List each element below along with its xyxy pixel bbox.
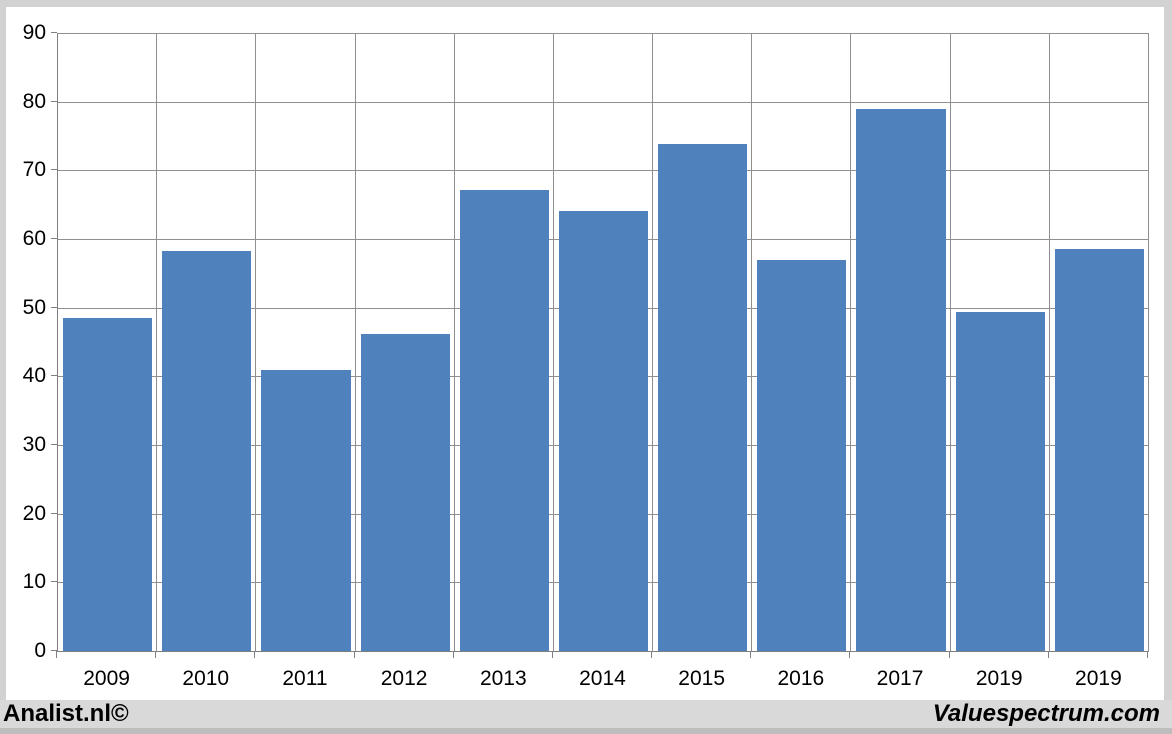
bar-2011-3 [261,370,351,651]
y-axis-label: 70 [22,158,46,182]
y-axis-label: 90 [22,21,46,44]
y-axis-label: 80 [22,89,46,113]
y-axis-tick [51,443,57,445]
y-axis-tick [51,512,57,514]
footer-bar: Analist.nl© Valuespectrum.com [0,700,1172,728]
x-axis-tick [1047,651,1049,658]
y-axis-label: 30 [22,432,46,456]
x-axis-label: 2019 [1075,667,1122,690]
x-axis-label: 2016 [777,667,825,690]
x-axis-label: 2019 [975,667,1023,690]
x-axis-tick [56,651,57,658]
y-axis-label: 0 [34,639,46,662]
x-axis-ticks [56,651,1148,658]
gridline-vertical [949,33,951,651]
x-axis-label: 2013 [479,667,527,690]
gridline-horizontal [58,33,1149,34]
y-axis-tick [51,375,57,377]
x-axis-labels: 2009 2010 2011 2012 2013 2014 2015 2016 2017 2019… [57,665,1148,693]
gridline-vertical [850,33,852,651]
gridline-vertical [652,33,654,651]
y-axis-tick [51,169,57,171]
x-axis-tick [849,651,851,658]
y-axis-label: 20 [22,501,46,525]
gridline-vertical [1148,33,1149,651]
bar-2009-1 [62,317,153,651]
x-axis-label: 2010 [182,667,230,690]
y-axis-tick [51,100,57,102]
x-axis-label: 2014 [579,667,626,690]
bar-2017-9 [856,109,946,651]
gridline-vertical [1048,33,1050,651]
x-axis-label: 2015 [678,667,726,690]
x-axis-tick [254,651,256,658]
y-axis-label: 40 [22,364,46,388]
bar-2019-11 [1054,248,1145,651]
gridline-vertical [453,33,455,651]
valuespectrum-credit: Valuespectrum.com [932,700,1160,727]
x-axis-tick [750,651,752,658]
gridline-vertical [156,33,158,651]
bar-2015-7 [658,144,748,651]
frame-bottom-edge [0,728,1172,734]
y-axis-label: 10 [22,570,46,594]
bar-2014-6 [558,210,649,651]
x-axis-label: 2009 [83,667,130,690]
y-axis-ticks [51,32,57,651]
y-axis-tick [51,581,57,583]
x-axis-tick [551,651,553,658]
x-axis-tick [1147,651,1148,658]
x-axis-tick [948,651,950,658]
plot-area [57,33,1149,652]
gridline-horizontal [58,170,1149,172]
gridline-vertical [255,33,257,651]
x-axis-label: 2017 [876,667,924,690]
bar-2016-8 [757,259,847,651]
y-axis-tick [51,306,57,308]
bar-2013-5 [459,189,549,651]
y-axis-tick [51,650,57,651]
bar-2010-2 [162,250,252,651]
analist-credit: Analist.nl© [3,700,129,727]
x-axis-tick [452,651,454,658]
x-axis-label: 2012 [380,667,428,690]
gridline-vertical [751,33,753,651]
y-axis-label: 50 [22,295,46,319]
y-axis-label: 60 [22,226,46,250]
y-axis-labels: 0 10 20 30 40 50 60 70 80 90 [6,21,50,662]
bar-2012-4 [360,333,450,651]
x-axis-tick [353,651,355,658]
y-axis-tick [51,237,57,239]
gridline-vertical [552,33,554,651]
gridline-vertical [354,33,356,651]
bar-2019-10 [955,312,1045,651]
y-axis-tick [51,32,57,33]
chart-surface: 0 10 20 30 40 50 60 70 80 90 2009 2010 2011 2012 2013… [6,7,1164,700]
x-axis-tick [651,651,653,658]
x-axis-label: 2011 [282,667,328,690]
x-axis-tick [155,651,157,658]
gridline-horizontal [58,101,1149,103]
